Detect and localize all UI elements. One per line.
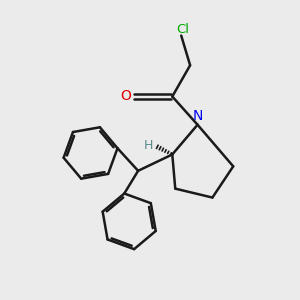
Text: O: O [120,89,131,103]
Text: Cl: Cl [176,22,189,35]
Text: H: H [144,139,153,152]
Text: N: N [193,110,203,123]
